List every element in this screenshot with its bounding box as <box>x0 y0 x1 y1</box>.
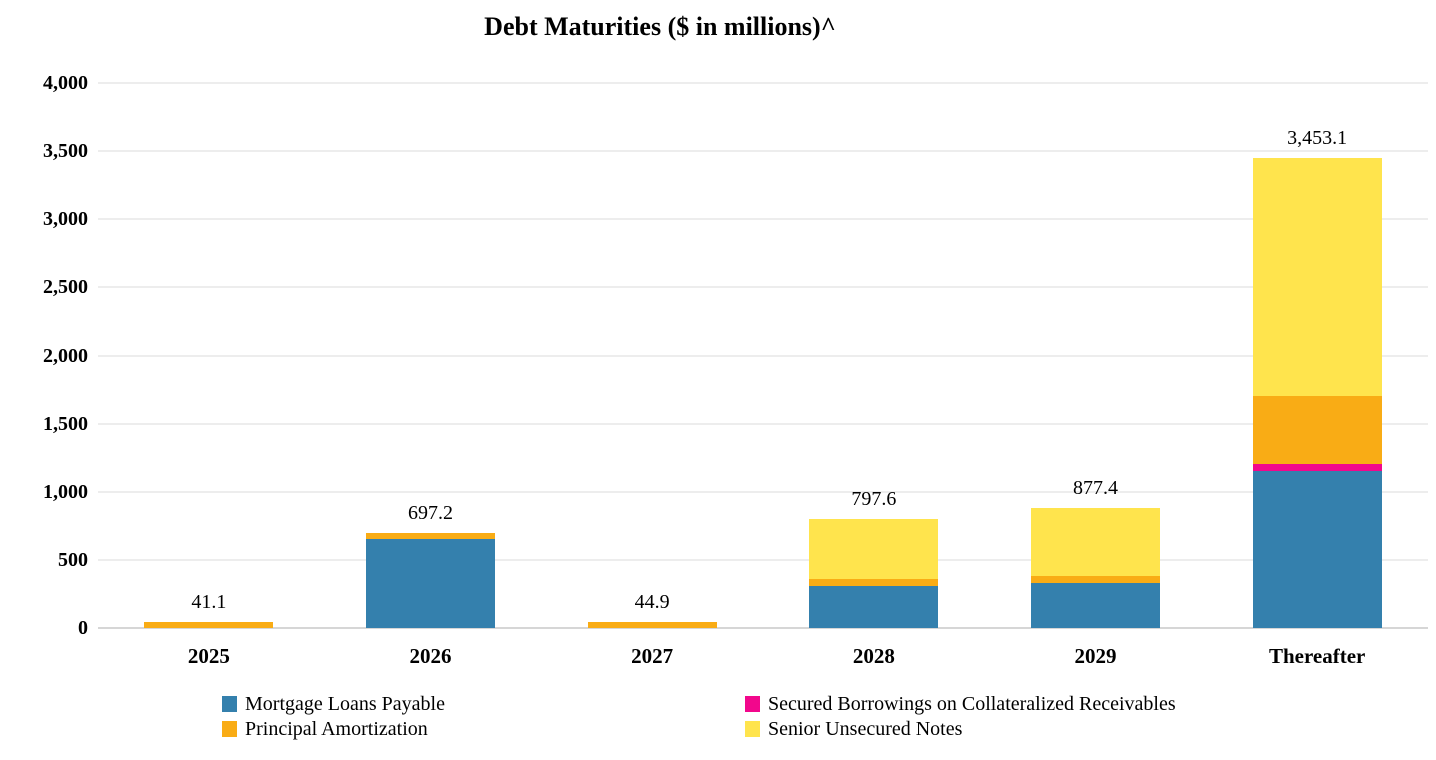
bar-segment-mortgage-loans-payable <box>366 538 495 628</box>
x-category-label: Thereafter <box>1268 644 1366 668</box>
gridline <box>98 82 1428 84</box>
bar-total-label: 797.6 <box>851 488 897 511</box>
legend-column: Secured Borrowings on Collateralized Rec… <box>745 691 1176 741</box>
bar-segment-mortgage-loans-payable <box>1031 583 1160 628</box>
legend-column: Mortgage Loans Payable Principal Amortiza… <box>222 691 445 741</box>
x-category-label: 2028 <box>852 644 895 668</box>
legend-swatch-secured-borrowings-on-collateralized-receivables <box>745 695 760 712</box>
bar-total-label: 697.2 <box>408 502 453 525</box>
legend: Mortgage Loans Payable Principal Amortiza… <box>0 691 1436 749</box>
gridline <box>98 218 1428 221</box>
bar-group-2029 <box>1031 508 1160 628</box>
legend-label: Mortgage Loans Payable <box>245 692 445 715</box>
y-axis: 0 500 1,000 1,500 2,000 2,500 3,000 3,500 4,000 <box>0 73 88 638</box>
y-tick-label: 1,500 <box>43 412 88 435</box>
y-tick-label: 2,000 <box>43 344 88 367</box>
legend-item-mortgage-loans-payable: Mortgage Loans Payable <box>222 691 445 716</box>
gridline <box>98 354 1428 357</box>
bar-segment-principal-amortization <box>144 622 274 628</box>
legend-label: Principal Amortization <box>245 717 428 740</box>
bar-group-2026 <box>366 533 495 628</box>
bar-total-label: 44.9 <box>634 590 670 613</box>
bar-group-2027 <box>587 621 717 628</box>
bar-segment-principal-amortization <box>809 578 939 586</box>
x-category-label: 2026 <box>409 644 452 668</box>
bar-group-thereafter <box>1252 157 1382 628</box>
bar-total-label: 877.4 <box>1073 477 1118 500</box>
gridline <box>98 558 1428 561</box>
y-tick-label: 4,000 <box>43 72 88 94</box>
plot-area: 41.1 2025 697.2 2026 44.9 2027 797.6 2028 877.4 2… <box>98 82 1428 668</box>
gridline <box>98 422 1428 425</box>
y-tick-label: 500 <box>58 548 88 571</box>
gridline <box>98 490 1428 493</box>
bar-segment-senior-unsecured-notes <box>809 519 939 579</box>
legend-swatch-principal-amortization <box>222 720 237 737</box>
x-category-label: 2027 <box>631 644 674 668</box>
bar-segment-mortgage-loans-payable <box>1252 471 1382 628</box>
y-tick-label: 1,000 <box>43 480 88 503</box>
bar-total-label: 3,453.1 <box>1287 126 1348 149</box>
bar-total-label: 41.1 <box>191 591 227 614</box>
legend-swatch-mortgage-loans-payable <box>222 695 237 712</box>
legend-item-senior-unsecured-notes: Senior Unsecured Notes <box>745 716 1176 741</box>
gridline <box>98 286 1428 289</box>
x-category-label: 2029 <box>1074 644 1117 668</box>
y-tick-label: 3,500 <box>43 140 88 163</box>
bar-segment-mortgage-loans-payable <box>809 585 939 628</box>
bar-group-2028 <box>809 519 939 628</box>
y-tick-label: 3,000 <box>43 208 88 231</box>
gridline <box>98 150 1428 153</box>
bar-segment-principal-amortization <box>1031 576 1160 584</box>
legend-label: Senior Unsecured Notes <box>768 717 963 740</box>
bar-segment-principal-amortization <box>587 621 717 628</box>
bar-segment-principal-amortization <box>1252 395 1382 464</box>
x-axis-baseline <box>98 627 1428 629</box>
y-tick-label: 0 <box>78 617 88 639</box>
chart-title: Debt Maturities ($ in millions)^ <box>484 12 836 41</box>
bar-segment-senior-unsecured-notes <box>1252 157 1382 396</box>
y-tick-label: 2,500 <box>43 276 88 299</box>
x-category-label: 2025 <box>187 644 230 668</box>
bar-segment-senior-unsecured-notes <box>1031 508 1160 577</box>
bar-group-2025 <box>144 622 274 628</box>
legend-item-secured-borrowings-on-collateralized-receivables: Secured Borrowings on Collateralized Rec… <box>745 691 1176 716</box>
bar-segment-secured-borrowings-on-collateralized-receivables <box>1252 463 1382 472</box>
legend-swatch-senior-unsecured-notes <box>745 720 760 737</box>
legend-item-principal-amortization: Principal Amortization <box>222 716 445 741</box>
bar-segment-principal-amortization <box>366 533 495 539</box>
legend-label: Secured Borrowings on Collateralized Rec… <box>768 692 1176 715</box>
